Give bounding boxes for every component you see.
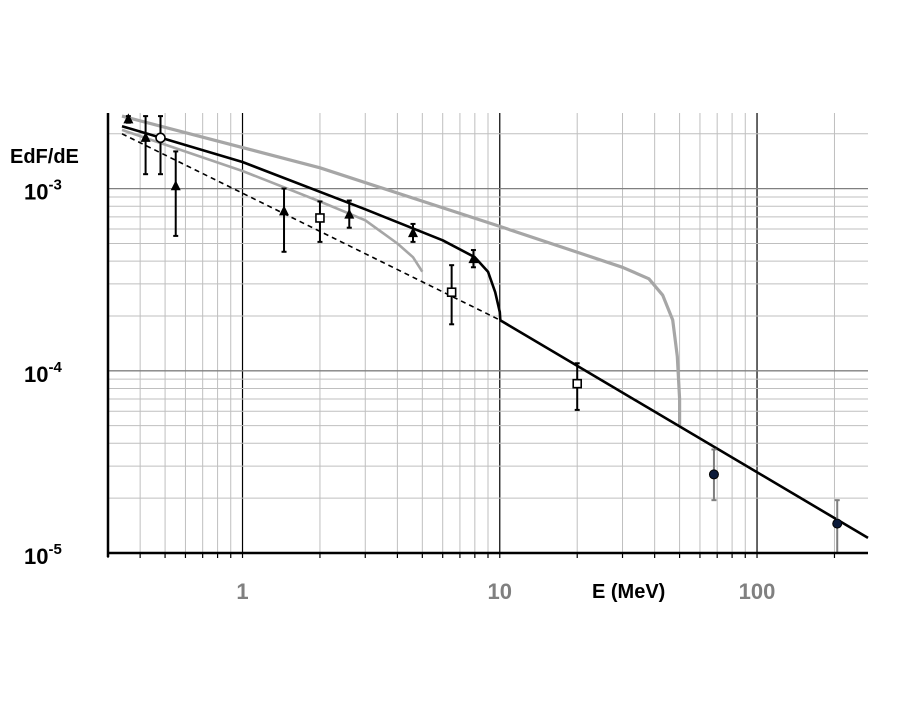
triangle-marker: [140, 131, 151, 142]
y-tick-exponent: -5: [48, 541, 61, 558]
grid: [107, 113, 868, 554]
triangle-marker: [468, 253, 479, 264]
y-tick-label: 10-3: [24, 177, 62, 205]
triangle-marker: [170, 180, 181, 191]
axes: [106, 113, 868, 558]
model-curve-solid-black: [499, 318, 869, 540]
y-tick-exponent: -3: [48, 177, 61, 194]
model-curves: [121, 114, 869, 540]
x-tick-label: 10: [488, 579, 512, 604]
filled-circle-marker: [832, 518, 843, 529]
model-curve-solid-gray-thick: [121, 114, 682, 426]
model-curve-solid-black: [121, 124, 502, 321]
open-circle-marker: [155, 132, 166, 144]
y-tick-exponent: -4: [48, 359, 62, 376]
model-curve-dashed-black: [121, 133, 501, 321]
y-tick-label: 10-5: [24, 541, 62, 569]
model-curve-solid-gray: [121, 128, 424, 273]
open-square-marker: [315, 213, 325, 223]
open-square-marker: [572, 378, 583, 389]
x-axis-title: E (MeV): [592, 581, 665, 603]
x-tick-label: 100: [739, 579, 776, 604]
y-tick-base: 10: [24, 180, 48, 205]
y-tick-label: 10-4: [24, 359, 62, 387]
y-tick-base: 10: [24, 544, 48, 569]
triangle-marker: [123, 113, 134, 124]
filled-circle-marker: [708, 469, 719, 480]
data-points: [123, 113, 843, 554]
triangle-marker: [408, 227, 419, 238]
triangle-marker: [279, 205, 290, 216]
y-axis-title: EdF/dE: [10, 146, 79, 168]
triangle-marker: [344, 208, 355, 219]
y-tick-base: 10: [24, 362, 48, 387]
open-square-marker: [446, 287, 457, 298]
x-tick-label: 1: [236, 579, 248, 604]
